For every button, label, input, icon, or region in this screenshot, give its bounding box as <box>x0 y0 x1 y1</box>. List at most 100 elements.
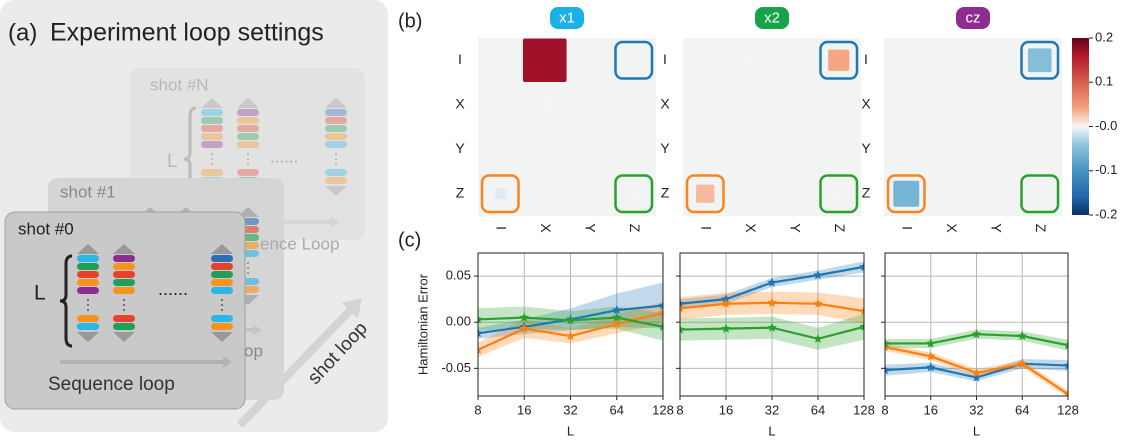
dot <box>335 158 337 160</box>
gate-pill <box>211 315 233 322</box>
gate-pill <box>237 141 259 148</box>
point-marker <box>1063 360 1068 370</box>
point-marker <box>612 319 622 329</box>
colorbar <box>1072 38 1089 215</box>
point-marker <box>1017 358 1027 368</box>
gate-pill <box>77 315 99 322</box>
heatmap-cell <box>1027 48 1052 73</box>
column-label: Z <box>832 224 848 233</box>
loop-label: Sequence loop <box>48 374 175 395</box>
point-marker <box>565 315 576 325</box>
colorbar-tick-label: -0.2 <box>1095 206 1117 221</box>
loop-label: op <box>244 341 263 360</box>
x-axis-label: L <box>567 423 574 438</box>
x-tick-label: 64 <box>1015 402 1029 417</box>
point-marker <box>767 297 777 307</box>
row-label: Z <box>862 184 871 200</box>
gate-pill <box>77 263 99 270</box>
dot <box>87 304 89 306</box>
heatmap-cell <box>696 184 715 203</box>
y-tick-label: 0.05 <box>446 268 471 283</box>
stack-cap <box>237 207 259 217</box>
column-label: I <box>494 226 510 230</box>
point-marker <box>885 338 890 348</box>
dot <box>221 309 223 311</box>
point-marker <box>721 294 731 304</box>
highlight-box <box>685 174 725 214</box>
x-tick-label: 8 <box>881 402 888 417</box>
x-tick-label: 8 <box>474 402 481 417</box>
gate-pill <box>201 169 223 176</box>
point-marker <box>612 305 622 315</box>
y-tick-label: -0.05 <box>441 360 471 375</box>
x-tick-label: 8 <box>676 402 683 417</box>
gate-pill <box>211 263 233 270</box>
chart-title: x1 <box>559 9 575 26</box>
x-tick-label: 32 <box>765 402 779 417</box>
row-label: I <box>458 51 462 67</box>
dot <box>335 163 337 165</box>
dot <box>247 262 249 264</box>
gate-pill <box>201 125 223 132</box>
gate-pill <box>77 255 99 262</box>
panel-label: (c) <box>398 229 421 251</box>
colorbar-tick-label: -0.1 <box>1095 162 1117 177</box>
x-tick-label: 16 <box>924 402 938 417</box>
point-marker <box>658 300 663 310</box>
stack-cap <box>113 244 135 254</box>
column-label: Z <box>627 224 643 233</box>
highlight-box <box>614 40 654 80</box>
arrow-head <box>331 216 340 228</box>
column-label: X <box>743 223 759 233</box>
dot <box>247 267 249 269</box>
dot <box>221 299 223 301</box>
x-tick-label: 128 <box>652 402 674 417</box>
highlight-box <box>480 174 520 214</box>
gate-pill <box>237 109 259 116</box>
heatmap-cell <box>747 57 753 63</box>
point-marker <box>680 298 685 308</box>
dot <box>87 299 89 301</box>
point-marker <box>721 323 731 333</box>
row-label: I <box>663 51 667 67</box>
row-label: X <box>660 95 670 111</box>
point-marker <box>680 303 685 313</box>
gate-stack <box>77 244 99 342</box>
heatmap-cell <box>836 191 842 197</box>
gate-pill <box>237 169 259 176</box>
row-label: X <box>861 95 871 111</box>
gate-pill <box>325 117 347 124</box>
column-label: Y <box>583 223 599 233</box>
brace <box>59 254 73 348</box>
shot-label: shot #N <box>150 75 209 94</box>
colorbar-tick-label: -0.0 <box>1095 118 1117 133</box>
point-marker <box>971 372 982 382</box>
gate-pill <box>77 287 99 294</box>
x-tick-label: 64 <box>811 402 825 417</box>
gate-pill <box>211 255 233 262</box>
row-label: Z <box>456 184 465 200</box>
column-label: Z <box>1033 224 1049 233</box>
point-marker <box>565 331 576 341</box>
x-tick-label: 16 <box>719 402 733 417</box>
gate-pill <box>113 279 135 286</box>
title-badge <box>550 7 584 29</box>
point-marker <box>1017 331 1027 341</box>
stack-cap <box>211 244 233 254</box>
arrow-head <box>341 298 362 319</box>
dot <box>221 304 223 306</box>
row-label: Z <box>661 184 670 200</box>
gate-pill <box>201 141 223 148</box>
point-marker <box>519 323 529 333</box>
panel-label: (b) <box>398 10 422 32</box>
row-label: Y <box>861 140 871 156</box>
error-band <box>524 308 571 335</box>
x-axis-label: L <box>768 423 775 438</box>
point-marker <box>721 298 731 308</box>
point-marker <box>680 324 685 334</box>
axes-frame <box>477 252 664 397</box>
column-label: X <box>944 223 960 233</box>
gate-pill <box>237 117 259 124</box>
